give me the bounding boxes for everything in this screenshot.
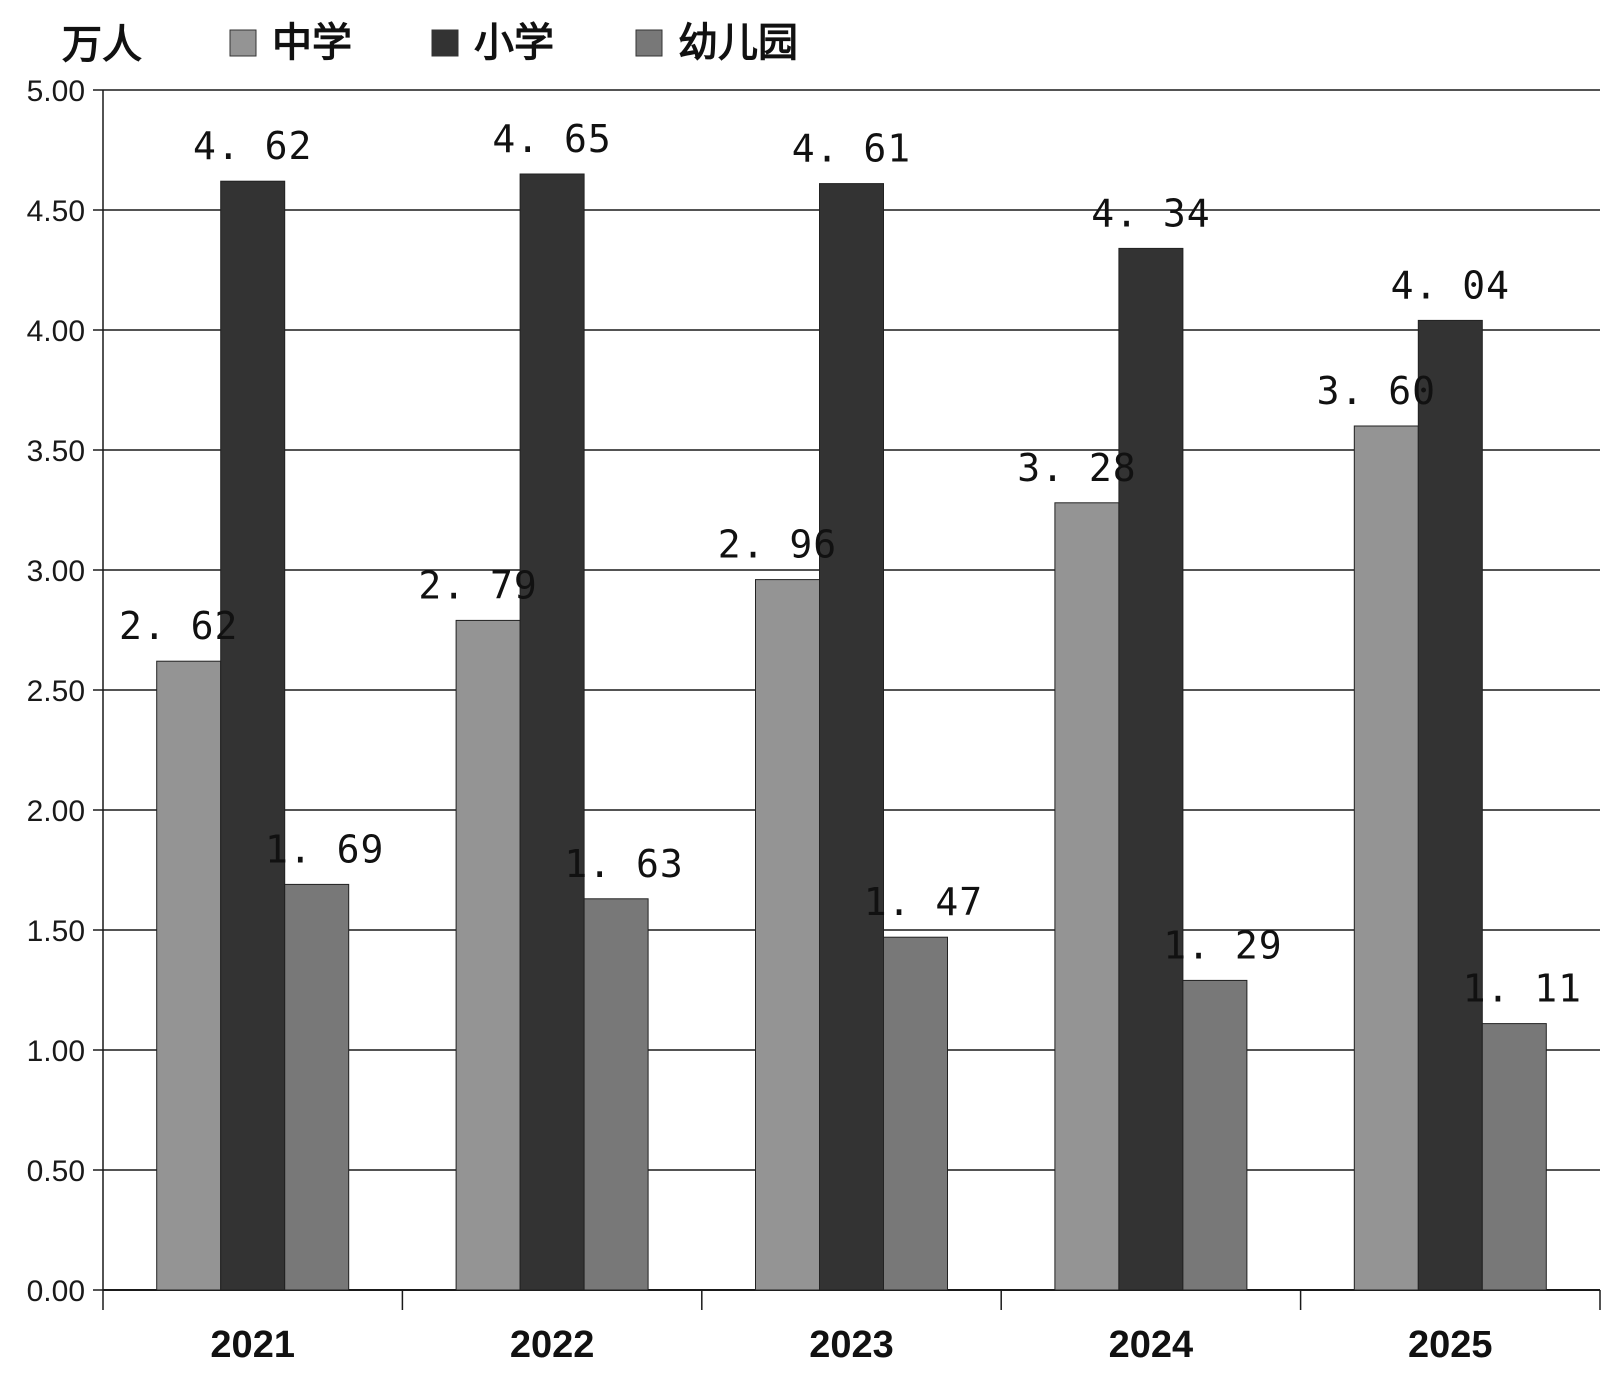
y-tick-label: 0.50: [27, 1155, 85, 1188]
data-label-series-1-2024: 4. 34: [1091, 191, 1210, 235]
bar-series-0-2023: [755, 579, 820, 1291]
bar-series-1-2023: [819, 183, 884, 1291]
legend-label-series-2: 幼儿园: [678, 20, 798, 66]
legend: 中学 小学 幼儿园: [229, 20, 798, 66]
data-label-series-0-2025: 3. 60: [1317, 369, 1436, 413]
bar-series-0-2022: [455, 619, 521, 1291]
bar-series-1-2024: [1118, 247, 1184, 1291]
x-tick-label: 2025: [1408, 1324, 1493, 1366]
bar-series-2-2022: [583, 898, 649, 1291]
y-tick-label: 4.00: [27, 315, 85, 348]
y-tick-label: 0.00: [27, 1275, 85, 1308]
y-tick-label: 1.00: [27, 1035, 85, 1068]
data-label-series-0-2024: 3. 28: [1017, 446, 1136, 490]
data-label-series-0-2022: 2. 79: [418, 563, 537, 607]
legend-label-series-1: 小学: [474, 20, 554, 66]
bar-series-2-2025: [1481, 1023, 1547, 1291]
bars: [156, 173, 1547, 1291]
y-tick-label: 4.50: [27, 195, 85, 228]
unit-label: 万人: [62, 22, 142, 68]
bar-series-2-2023: [883, 936, 948, 1291]
y-tick-label: 2.50: [27, 675, 85, 708]
y-tick-label: 2.00: [27, 795, 85, 828]
legend-swatch-series-1: [431, 29, 459, 57]
data-label-series-2-2024: 1. 29: [1163, 923, 1282, 967]
y-tick-label: 3.00: [27, 555, 85, 588]
x-tick-label: 2022: [510, 1324, 595, 1366]
legend-swatch-series-2: [635, 29, 663, 57]
bar-series-1-2021: [220, 180, 286, 1291]
y-tick-label: 1.50: [27, 915, 85, 948]
data-label-series-2-2025: 1. 11: [1463, 967, 1582, 1011]
data-label-series-1-2021: 4. 62: [193, 124, 312, 168]
data-label-series-1-2025: 4. 04: [1391, 263, 1510, 307]
legend-label-series-0: 中学: [272, 20, 352, 66]
x-tick-label: 2021: [210, 1324, 295, 1366]
data-labels: 2. 62 4. 62 1. 69 2. 79 4. 65 1. 63 2. 96 4. 61…: [119, 117, 1582, 1011]
data-label-series-0-2023: 2. 96: [718, 523, 837, 567]
bar-series-0-2025: [1353, 425, 1419, 1291]
bar-series-2-2021: [284, 883, 350, 1291]
x-tick-label: 2024: [1109, 1324, 1194, 1366]
axes: 0.00 0.50 1.00 1.50 2.00 2.50 3.00 3.50 4.00 4.50…: [27, 75, 1601, 1366]
x-tick-label: 2023: [809, 1324, 894, 1366]
bar-series-2-2024: [1182, 979, 1248, 1291]
data-label-series-2-2023: 1. 47: [864, 880, 983, 924]
data-label-series-1-2023: 4. 61: [792, 127, 911, 171]
data-label-series-2-2021: 1. 69: [265, 827, 384, 871]
bar-series-1-2025: [1417, 319, 1483, 1291]
y-tick-label: 3.50: [27, 435, 85, 468]
y-tick-label: 5.00: [27, 75, 85, 108]
data-label-series-2-2022: 1. 63: [564, 842, 683, 886]
legend-swatch-series-0: [229, 29, 257, 57]
bar-series-0-2021: [156, 660, 222, 1291]
bar-series-1-2022: [519, 173, 585, 1291]
data-label-series-0-2021: 2. 62: [119, 604, 238, 648]
bar-series-0-2024: [1054, 502, 1120, 1291]
data-label-series-1-2022: 4. 65: [492, 117, 611, 161]
